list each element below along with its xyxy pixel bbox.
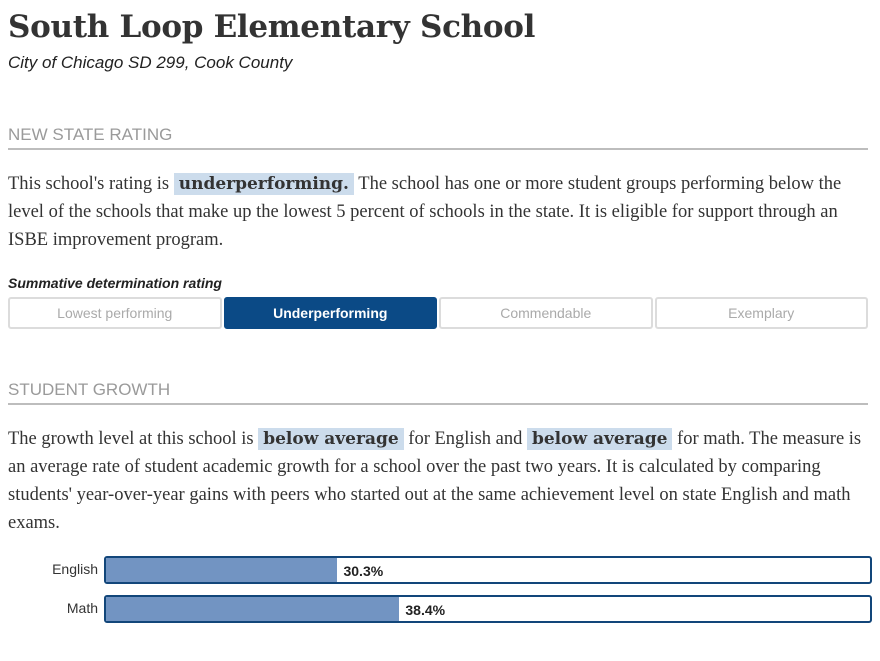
growth-text-1: The growth level at this school is xyxy=(8,429,254,449)
bar-value-english: 30.3% xyxy=(343,563,384,579)
bar-value-math: 38.4% xyxy=(405,602,446,618)
math-growth-highlight: below average xyxy=(526,428,673,450)
summative-rating-scale: Lowest performing Underperforming Commen… xyxy=(8,297,868,329)
growth-section-heading: STUDENT GROWTH xyxy=(8,380,868,405)
bar-fill-math xyxy=(106,597,400,621)
growth-description: The growth level at this school is below… xyxy=(8,425,868,537)
rating-section-heading: NEW STATE RATING xyxy=(8,125,868,150)
bar-track-math: 38.4% xyxy=(104,595,872,623)
page-title: South Loop Elementary School xyxy=(8,9,536,45)
rating-highlight: underperforming. xyxy=(173,173,354,195)
bar-label-english: English xyxy=(52,561,98,577)
growth-text-2: for English and xyxy=(408,429,523,449)
english-growth-bar: English 30.3% xyxy=(8,556,880,584)
math-growth-bar: Math 38.4% xyxy=(8,595,880,623)
rating-option-commendable: Commendable xyxy=(439,297,653,329)
rating-option-lowest-performing: Lowest performing xyxy=(8,297,222,329)
rating-option-exemplary: Exemplary xyxy=(654,297,868,329)
growth-text-3: for math. The measure is an average rate… xyxy=(8,429,862,533)
bar-label-math: Math xyxy=(66,600,98,616)
rating-text-after: The school has one or more student group… xyxy=(8,174,842,250)
english-growth-highlight: below average xyxy=(258,428,404,450)
district-subtitle: City of Chicago SD 299, Cook County xyxy=(8,53,293,72)
bar-track-english: 30.3% xyxy=(104,556,872,584)
summative-rating-label: Summative determination rating xyxy=(8,275,222,291)
rating-description: This school's rating is underperforming.… xyxy=(8,170,868,254)
rating-text-before: This school's rating is xyxy=(8,174,170,194)
bar-fill-english xyxy=(106,558,338,582)
rating-option-underperforming: Underperforming xyxy=(223,297,437,329)
